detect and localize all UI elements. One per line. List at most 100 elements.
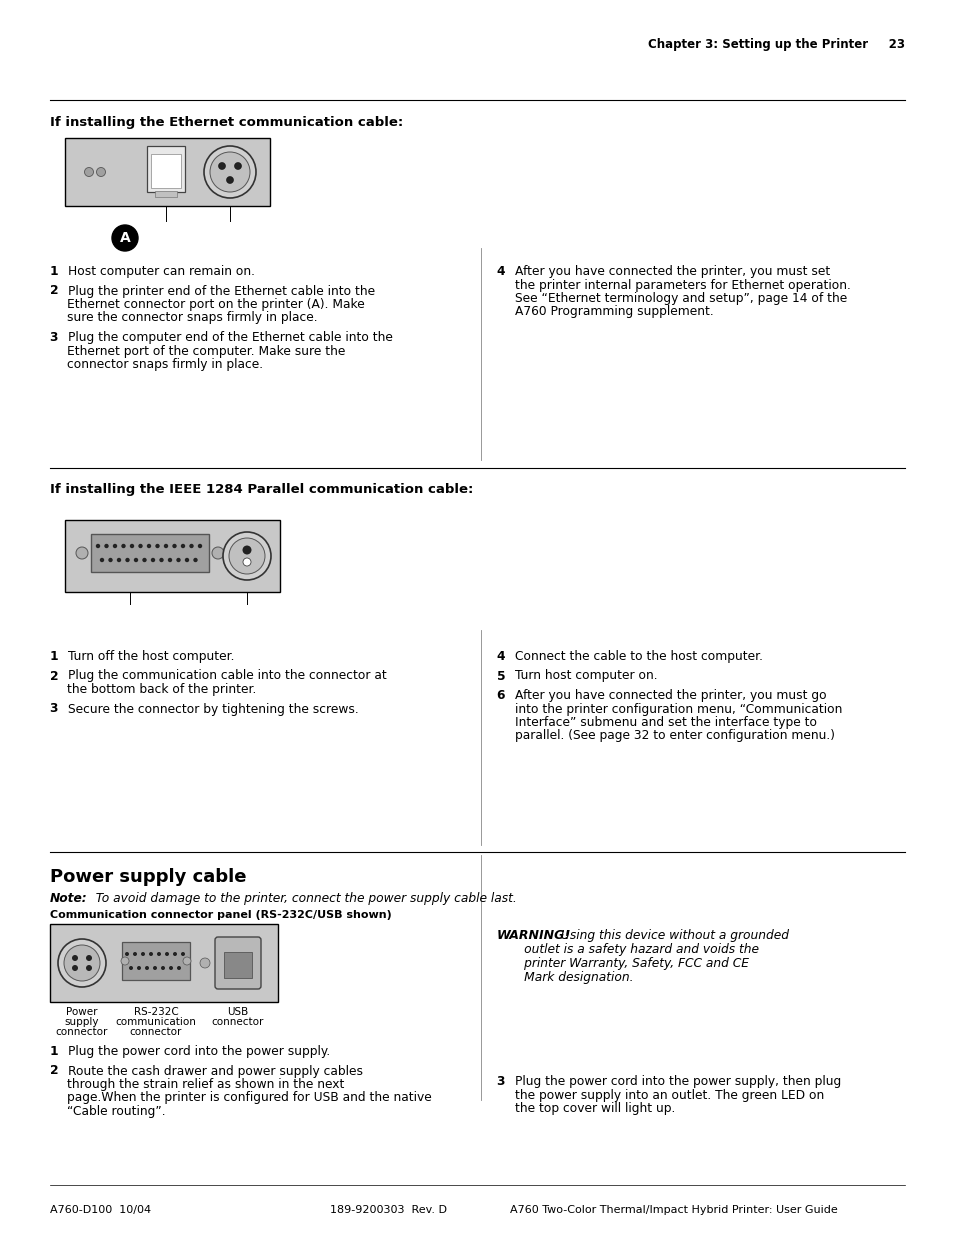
Text: A760 Programming supplement.: A760 Programming supplement. [515,305,713,319]
Circle shape [149,952,152,956]
Text: WARNING!: WARNING! [497,929,571,942]
Circle shape [177,966,181,969]
Circle shape [133,558,138,562]
Circle shape [76,547,88,559]
Circle shape [164,543,168,548]
Circle shape [223,532,271,580]
Circle shape [58,939,106,987]
Circle shape [129,966,132,969]
Circle shape [96,168,106,177]
Circle shape [104,543,109,548]
Circle shape [71,965,78,971]
Text: Turn host computer on.: Turn host computer on. [515,669,657,683]
Circle shape [197,543,202,548]
Circle shape [152,966,157,969]
Text: the printer internal parameters for Ethernet operation.: the printer internal parameters for Ethe… [515,279,850,291]
Circle shape [157,952,161,956]
Text: To avoid damage to the printer, connect the power supply cable last.: To avoid damage to the printer, connect … [88,892,517,905]
Circle shape [95,543,100,548]
Circle shape [169,966,172,969]
Text: 4: 4 [497,650,517,663]
Circle shape [242,546,252,555]
Circle shape [64,945,100,981]
Circle shape [85,168,93,177]
Text: 1: 1 [50,650,71,663]
Text: the top cover will light up.: the top cover will light up. [515,1102,675,1115]
Circle shape [229,538,265,574]
Text: RS-232C: RS-232C [133,1007,178,1016]
Text: through the strain relief as shown in the next: through the strain relief as shown in th… [67,1078,344,1091]
FancyBboxPatch shape [122,942,190,981]
Bar [147,146,185,191]
Circle shape [161,966,165,969]
Text: 189-9200303  Rev. D: 189-9200303 Rev. D [330,1205,447,1215]
Circle shape [189,543,193,548]
Text: 1: 1 [50,266,71,278]
Circle shape [172,952,177,956]
Circle shape [181,543,185,548]
Circle shape [86,955,91,961]
Text: Plug the printer end of the Ethernet cable into the: Plug the printer end of the Ethernet cab… [68,284,375,298]
Text: 3: 3 [50,703,71,715]
Circle shape [112,225,138,251]
Text: the power supply into an outlet. The green LED on: the power supply into an outlet. The gre… [515,1088,823,1102]
Text: Power: Power [66,1007,97,1016]
Text: Interface” submenu and set the interface type to: Interface” submenu and set the interface… [515,716,816,729]
Text: the bottom back of the printer.: the bottom back of the printer. [67,683,256,697]
Circle shape [138,543,143,548]
Circle shape [141,952,145,956]
Text: Secure the connector by tightening the screws.: Secure the connector by tightening the s… [68,703,358,715]
Text: outlet is a safety hazard and voids the: outlet is a safety hazard and voids the [497,944,759,956]
Circle shape [155,543,159,548]
Circle shape [210,152,250,191]
Circle shape [172,543,176,548]
Text: connector snaps firmly in place.: connector snaps firmly in place. [67,358,263,370]
Text: 2: 2 [50,284,71,298]
Text: After you have connected the printer, you must go: After you have connected the printer, yo… [515,689,825,701]
Circle shape [145,966,149,969]
Text: sure the connector snaps firmly in place.: sure the connector snaps firmly in place… [67,311,317,325]
Text: Ethernet connector port on the printer (A). Make: Ethernet connector port on the printer (… [67,298,364,311]
Text: Plug the computer end of the Ethernet cable into the: Plug the computer end of the Ethernet ca… [68,331,393,345]
Circle shape [168,558,172,562]
Text: parallel. (See page 32 to enter configuration menu.): parallel. (See page 32 to enter configur… [515,730,834,742]
Text: 5: 5 [497,669,517,683]
Circle shape [125,558,130,562]
Text: 3: 3 [50,331,71,345]
Circle shape [142,558,147,562]
Text: After you have connected the printer, you must set: After you have connected the printer, yo… [515,266,829,278]
Circle shape [218,163,225,169]
Circle shape [147,543,151,548]
Text: “Cable routing”.: “Cable routing”. [67,1105,166,1118]
Circle shape [165,952,169,956]
Text: printer Warranty, Safety, FCC and CE: printer Warranty, Safety, FCC and CE [497,957,748,969]
Text: page.When the printer is configured for USB and the native: page.When the printer is configured for … [67,1092,432,1104]
Circle shape [112,543,117,548]
Circle shape [116,558,121,562]
Circle shape [151,558,155,562]
Circle shape [181,952,185,956]
Text: into the printer configuration menu, “Communication: into the printer configuration menu, “Co… [515,703,841,715]
Text: Route the cash drawer and power supply cables: Route the cash drawer and power supply c… [68,1065,363,1077]
Text: Plug the power cord into the power supply.: Plug the power cord into the power suppl… [68,1045,330,1058]
Circle shape [159,558,164,562]
Circle shape [121,543,126,548]
Circle shape [185,558,189,562]
Text: Plug the power cord into the power supply, then plug: Plug the power cord into the power suppl… [515,1074,841,1088]
Text: USB: USB [227,1007,249,1016]
Circle shape [100,558,104,562]
Text: supply: supply [65,1016,99,1028]
Text: Plug the communication cable into the connector at: Plug the communication cable into the co… [68,669,386,683]
Text: 2: 2 [50,669,71,683]
Text: Connect the cable to the host computer.: Connect the cable to the host computer. [515,650,762,663]
Circle shape [137,966,141,969]
Circle shape [130,543,134,548]
Circle shape [176,558,180,562]
Circle shape [204,146,255,198]
Text: Communication connector panel (RS-232C/USB shown): Communication connector panel (RS-232C/U… [50,910,392,920]
Text: Ethernet port of the computer. Make sure the: Ethernet port of the computer. Make sure… [67,345,345,357]
Text: If installing the IEEE 1284 Parallel communication cable:: If installing the IEEE 1284 Parallel com… [50,483,473,496]
Text: Chapter 3: Setting up the Printer     23: Chapter 3: Setting up the Printer 23 [647,38,904,51]
Text: Host computer can remain on.: Host computer can remain on. [68,266,254,278]
Text: A: A [119,231,131,245]
